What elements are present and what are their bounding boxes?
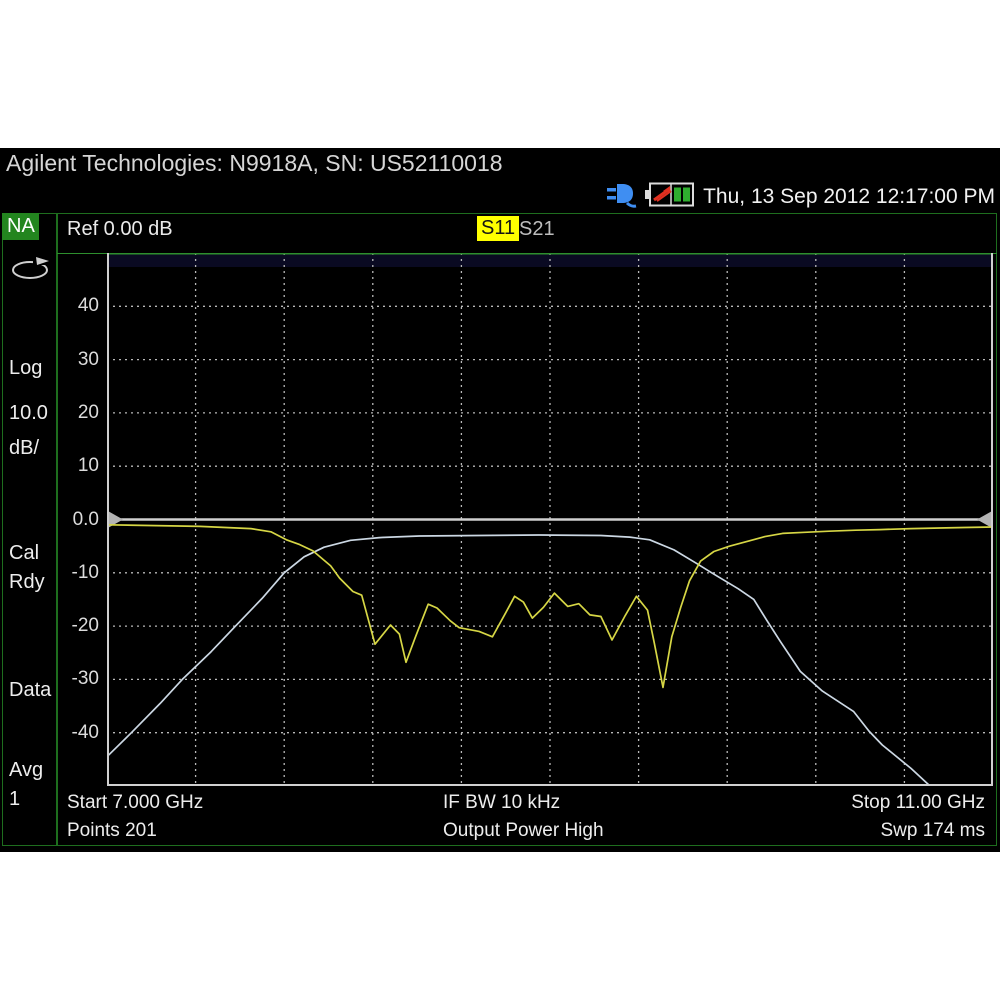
avg-label: Avg: [9, 759, 44, 781]
stop-frequency-label: Stop 11.00 GHz: [851, 792, 985, 813]
scale-unit-label: dB/: [9, 437, 40, 459]
power-plug-icon: [607, 181, 637, 213]
data-indicator: Data: [9, 679, 52, 701]
instrument-title: Agilent Technologies: N9918A, SN: US5211…: [6, 150, 503, 176]
if-bandwidth-label: IF BW 10 kHz: [443, 792, 561, 813]
continuous-sweep-icon: [9, 252, 53, 289]
y-axis-tick-label: 0.0: [72, 508, 99, 530]
reference-level-label: Ref 0.00 dB: [67, 218, 173, 240]
scale-type-label: Log: [9, 357, 43, 379]
points-label: Points 201: [67, 820, 157, 841]
y-axis-tick-label: -40: [71, 721, 99, 743]
y-axis-tick-label: 10: [77, 455, 99, 477]
battery-charging-icon: [645, 181, 695, 213]
avg-count: 1: [9, 788, 21, 810]
trace-s11: [106, 523, 994, 689]
tab-s21[interactable]: S21: [519, 218, 555, 240]
y-axis-tick-label: 20: [77, 401, 99, 423]
trace-plot-area: [106, 253, 994, 786]
y-axis-tick-label: 30: [77, 348, 99, 370]
mode-tab-na[interactable]: NA: [2, 213, 39, 240]
annunciator-sidebar: Log 10.0 dB/ Cal Rdy Data Avg 1: [2, 213, 57, 846]
clock-datetime: Thu, 13 Sep 2012 12:17:00 PM: [703, 185, 995, 208]
y-axis-tick-label: 40: [77, 295, 99, 317]
start-frequency-label: Start 7.000 GHz: [67, 792, 204, 813]
y-axis-tick-labels: 40 30 20 10 0.0 -10 -20 -30 -40: [56, 253, 102, 786]
output-power-label: Output Power High: [443, 820, 604, 841]
instrument-screen: Agilent Technologies: N9918A, SN: US5211…: [0, 148, 1000, 852]
status-bar: Thu, 13 Sep 2012 12:17:00 PM: [607, 181, 995, 213]
scale-per-div-value: 10.0: [9, 402, 48, 424]
y-axis-tick-label: -10: [71, 561, 99, 583]
trace-plot-svg: [106, 253, 994, 786]
tab-s11[interactable]: S11: [477, 216, 520, 241]
measurement-panel: [57, 213, 997, 846]
sweep-time-label: Swp 174 ms: [880, 820, 985, 841]
y-axis-tick-label: -30: [71, 668, 99, 690]
y-axis-tick-label: -20: [71, 615, 99, 637]
cal-status-line1: Cal: [9, 542, 40, 564]
cal-status-line2: Rdy: [9, 571, 45, 593]
trace-s21: [106, 534, 930, 786]
